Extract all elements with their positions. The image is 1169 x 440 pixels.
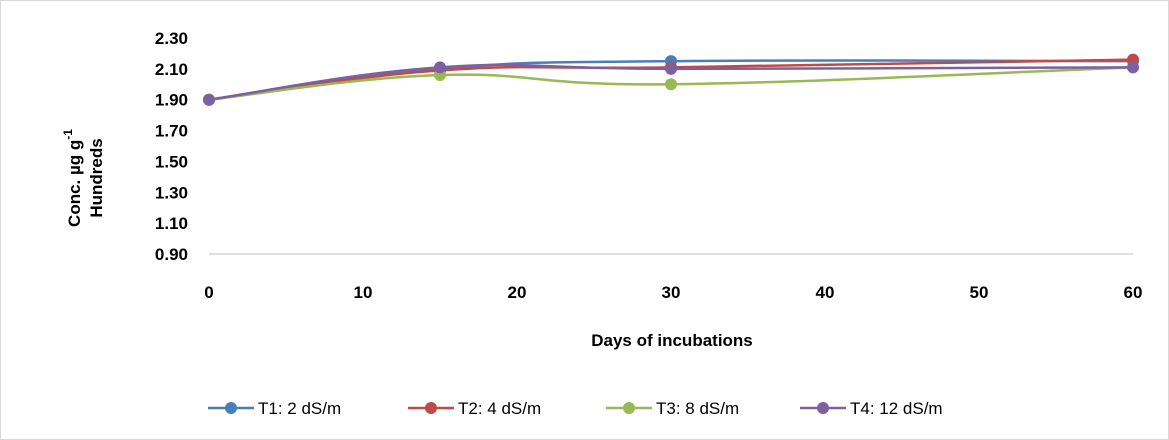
x-tick-label: 50 — [970, 283, 989, 302]
y-tick-label: 2.10 — [155, 60, 188, 79]
series-layer — [203, 53, 1139, 106]
legend-label-3: T3: 8 dS/m — [656, 399, 739, 418]
x-axis-ticks: 0 10 20 30 40 50 60 — [204, 283, 1142, 302]
y-tick-label: 1.50 — [155, 152, 188, 171]
data-point-series-4[interactable] — [203, 93, 215, 106]
y-tick-label: 0.90 — [155, 245, 188, 264]
x-axis-title: Days of incubations — [591, 331, 753, 350]
y-tick-label: 1.70 — [155, 122, 188, 141]
y-axis-title: Conc. µg g-1 Hundreds — [61, 129, 106, 227]
x-tick-label: 30 — [662, 283, 681, 302]
data-point-series-3[interactable] — [665, 78, 677, 91]
y-axis-title-line1: Conc. µg g — [65, 140, 84, 227]
x-tick-label: 20 — [508, 283, 527, 302]
svg-text:Conc. µg g-1: Conc. µg g-1 — [61, 129, 84, 227]
series-line-4 — [208, 63, 1134, 101]
legend-marker-1 — [225, 402, 237, 414]
x-tick-label: 0 — [204, 283, 213, 302]
legend-marker-2 — [425, 402, 437, 414]
x-tick-label: 60 — [1124, 283, 1143, 302]
x-tick-label: 40 — [816, 283, 835, 302]
series-line-3 — [208, 66, 1134, 101]
legend: T1: 2 dS/m T2: 4 dS/m T3: 8 dS/m T4: 12 dS/… — [208, 399, 943, 418]
data-point-series-4[interactable] — [1127, 61, 1139, 74]
legend-marker-3 — [623, 402, 635, 414]
y-axis-title-line2: Hundreds — [87, 138, 106, 217]
y-axis-ticks: 2.30 2.10 1.90 1.70 1.50 1.30 1.10 0.90 — [155, 29, 188, 264]
data-point-series-4[interactable] — [665, 62, 677, 75]
legend-label-1: T1: 2 dS/m — [258, 399, 341, 418]
legend-label-2: T2: 4 dS/m — [458, 399, 541, 418]
y-axis-title-superscript: -1 — [61, 129, 75, 140]
y-tick-label: 1.90 — [155, 91, 188, 110]
y-tick-label: 2.30 — [155, 29, 188, 48]
legend-label-4: T4: 12 dS/m — [850, 399, 943, 418]
legend-marker-4 — [817, 402, 829, 414]
x-tick-label: 10 — [354, 283, 373, 302]
y-tick-label: 1.10 — [155, 214, 188, 233]
data-point-series-4[interactable] — [434, 61, 446, 74]
y-tick-label: 1.30 — [155, 183, 188, 202]
